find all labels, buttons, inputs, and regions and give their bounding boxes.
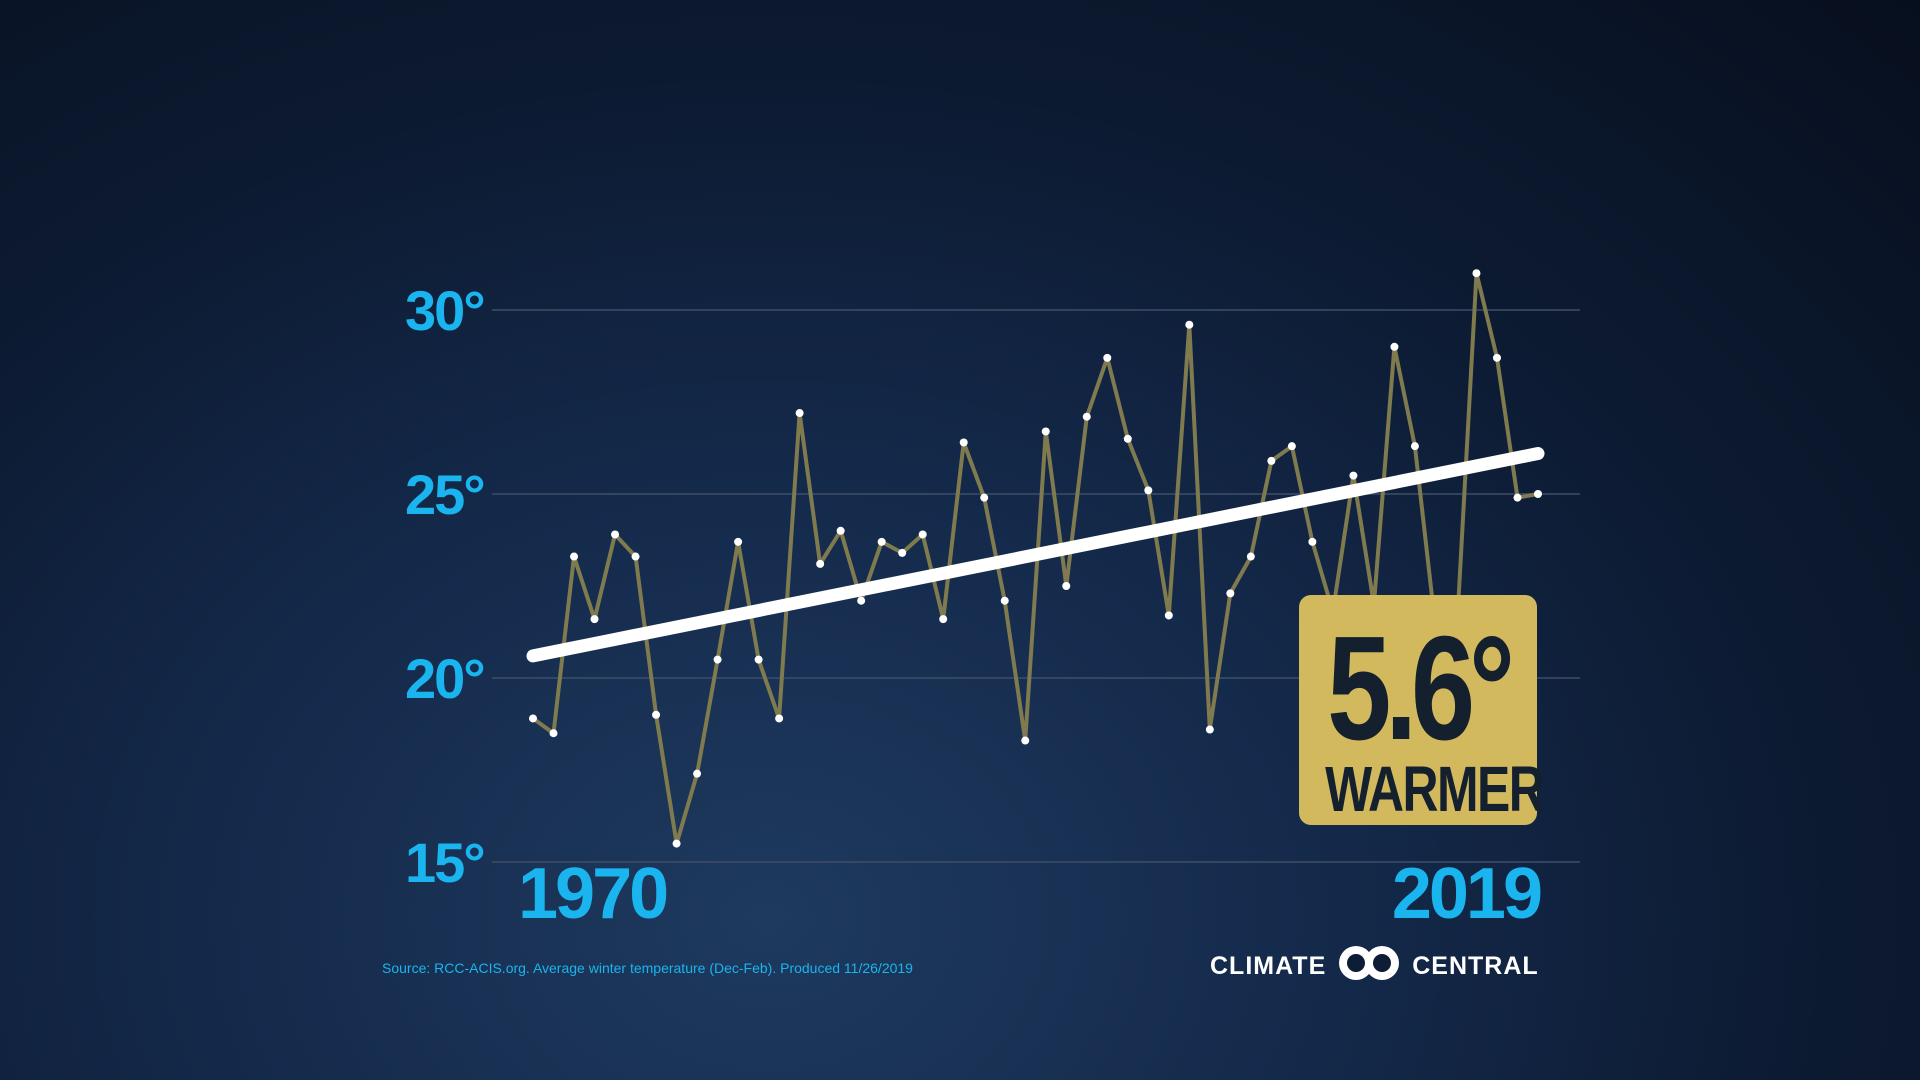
data-point	[1246, 552, 1255, 561]
data-point	[1349, 471, 1358, 480]
data-point	[1123, 434, 1132, 443]
y-tick-label: 20°	[405, 647, 484, 710]
data-point	[1472, 269, 1481, 278]
y-tick-label: 25°	[405, 463, 484, 526]
data-point	[1534, 490, 1542, 498]
warming-badge: 5.6° WARMER	[1299, 595, 1545, 825]
brand-text-left: CLIMATE	[1210, 951, 1327, 980]
data-point	[1185, 320, 1194, 329]
brand-logo: CLIMATE CENTRAL	[1210, 944, 1539, 988]
data-point	[1513, 493, 1522, 502]
data-point	[590, 615, 599, 624]
data-point	[1164, 611, 1173, 620]
badge-value: 5.6°	[1327, 606, 1515, 771]
data-point	[570, 552, 579, 561]
data-point	[611, 530, 620, 539]
data-point	[549, 729, 558, 738]
trend-line	[526, 447, 1545, 663]
y-axis-tick-labels: 30° 25° 20° 15°	[405, 279, 486, 894]
data-point	[1021, 736, 1030, 745]
data-point	[1205, 725, 1214, 734]
data-point	[1082, 412, 1091, 421]
data-point	[734, 537, 743, 546]
data-point	[877, 537, 886, 546]
series-line	[531, 271, 1539, 846]
badge-label: WARMER	[1325, 753, 1545, 825]
data-point	[857, 596, 866, 605]
x-tick-label: 2019	[1392, 854, 1541, 934]
data-point	[1267, 456, 1276, 465]
data-point	[1103, 353, 1112, 362]
data-point	[1000, 596, 1009, 605]
brand-text-right: CENTRAL	[1412, 951, 1539, 980]
data-point	[836, 526, 845, 535]
data-point	[631, 552, 640, 561]
data-point	[939, 615, 948, 624]
data-point	[652, 710, 661, 719]
data-point	[529, 714, 537, 723]
data-point	[795, 409, 804, 418]
data-point	[775, 714, 784, 723]
double-circle-logo-icon	[1334, 943, 1404, 990]
x-tick-label: 1970	[518, 854, 667, 934]
data-point	[693, 769, 702, 778]
x-axis-tick-labels: 1970 2019	[518, 854, 1544, 934]
data-point	[1390, 342, 1399, 351]
data-point	[672, 839, 681, 848]
grid-lines	[492, 309, 1580, 863]
data-point	[1308, 537, 1317, 546]
data-point	[713, 655, 722, 664]
data-point	[1062, 582, 1071, 590]
data-point	[1144, 486, 1153, 495]
y-tick-label: 30°	[405, 279, 484, 342]
data-point	[959, 438, 968, 447]
data-point	[1041, 427, 1050, 436]
data-point	[1410, 442, 1419, 451]
data-point	[1492, 353, 1501, 362]
data-point	[816, 559, 825, 568]
data-point	[1226, 589, 1235, 598]
data-point	[898, 548, 907, 557]
data-point	[1287, 442, 1296, 451]
data-point	[980, 493, 989, 502]
data-point	[754, 655, 763, 664]
source-note: Source: RCC-ACIS.org. Average winter tem…	[382, 960, 913, 976]
data-point	[918, 530, 927, 539]
y-tick-label: 15°	[405, 831, 484, 894]
